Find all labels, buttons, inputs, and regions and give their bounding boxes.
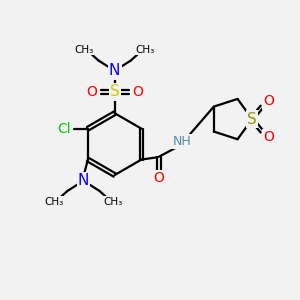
Text: S: S — [247, 112, 257, 127]
Text: N: N — [109, 63, 120, 78]
Text: O: O — [263, 94, 274, 108]
Text: CH₃: CH₃ — [75, 45, 94, 55]
Text: O: O — [263, 130, 274, 144]
Text: CH₃: CH₃ — [44, 197, 64, 207]
Text: O: O — [154, 171, 164, 185]
Text: N: N — [78, 173, 89, 188]
Text: Cl: Cl — [57, 122, 70, 136]
Text: S: S — [110, 85, 119, 100]
Text: O: O — [86, 85, 97, 99]
Text: CH₃: CH₃ — [135, 45, 154, 55]
Text: CH₃: CH₃ — [103, 197, 122, 207]
Text: NH: NH — [172, 135, 191, 148]
Text: O: O — [132, 85, 143, 99]
